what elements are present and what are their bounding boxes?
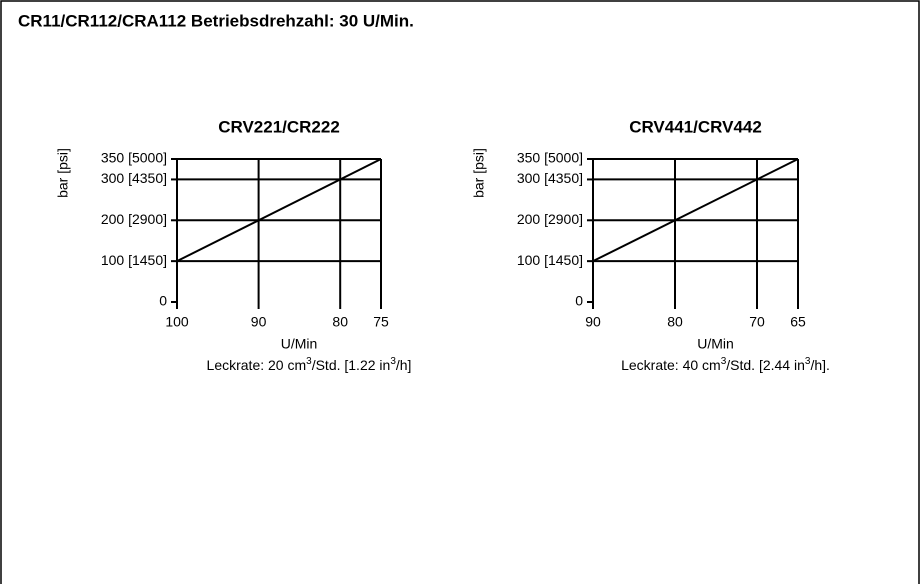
x-tick-label: 100 xyxy=(165,314,189,330)
note-text: /h]. xyxy=(810,357,829,373)
note: Leckrate: 20 cm3/Std. [1.22 in3/h] xyxy=(207,356,412,373)
y-tick-label: 100 [1450] xyxy=(517,252,583,268)
superscript: 3 xyxy=(306,356,312,367)
note-text: /Std. [2.44 in xyxy=(726,357,805,373)
x-tick-label: 70 xyxy=(749,314,765,330)
x-axis-label: U/Min xyxy=(281,336,318,352)
y-tick-label: 300 [4350] xyxy=(101,170,167,186)
x-tick-label: 80 xyxy=(332,314,348,330)
y-tick-label: 200 [2900] xyxy=(517,211,583,227)
note-text: /Std. [1.22 in xyxy=(312,357,391,373)
y-tick-label: 300 [4350] xyxy=(517,170,583,186)
superscript: 3 xyxy=(805,356,811,367)
page-title: CR11/CR112/CRA112 Betriebsdrehzahl: 30 U… xyxy=(18,11,414,30)
chart-title: CRV221/CR222 xyxy=(218,117,340,136)
y-tick-label: 350 [5000] xyxy=(101,150,167,166)
line xyxy=(176,158,382,263)
y-tick-label: 0 xyxy=(575,293,583,309)
note-text: Leckrate: 20 cm xyxy=(207,357,307,373)
x-tick-label: 90 xyxy=(251,314,267,330)
note-text: /h] xyxy=(396,357,412,373)
superscript: 3 xyxy=(390,356,396,367)
y-axis-label: bar [psi] xyxy=(55,148,71,198)
superscript: 3 xyxy=(721,356,727,367)
line xyxy=(592,158,799,263)
y-tick-label: 200 [2900] xyxy=(101,211,167,227)
x-tick-label: 80 xyxy=(667,314,683,330)
y-tick-label: 350 [5000] xyxy=(517,150,583,166)
note: Leckrate: 40 cm3/Std. [2.44 in3/h]. xyxy=(621,356,830,373)
chart-title: CRV441/CRV442 xyxy=(629,117,762,136)
y-axis-label: bar [psi] xyxy=(471,148,487,198)
x-tick-label: 90 xyxy=(585,314,601,330)
x-axis-label: U/Min xyxy=(697,336,734,352)
y-tick-label: 100 [1450] xyxy=(101,252,167,268)
x-tick-label: 65 xyxy=(790,314,806,330)
note-text: Leckrate: 40 cm xyxy=(621,357,721,373)
x-tick-label: 75 xyxy=(373,314,389,330)
y-tick-label: 0 xyxy=(159,293,167,309)
